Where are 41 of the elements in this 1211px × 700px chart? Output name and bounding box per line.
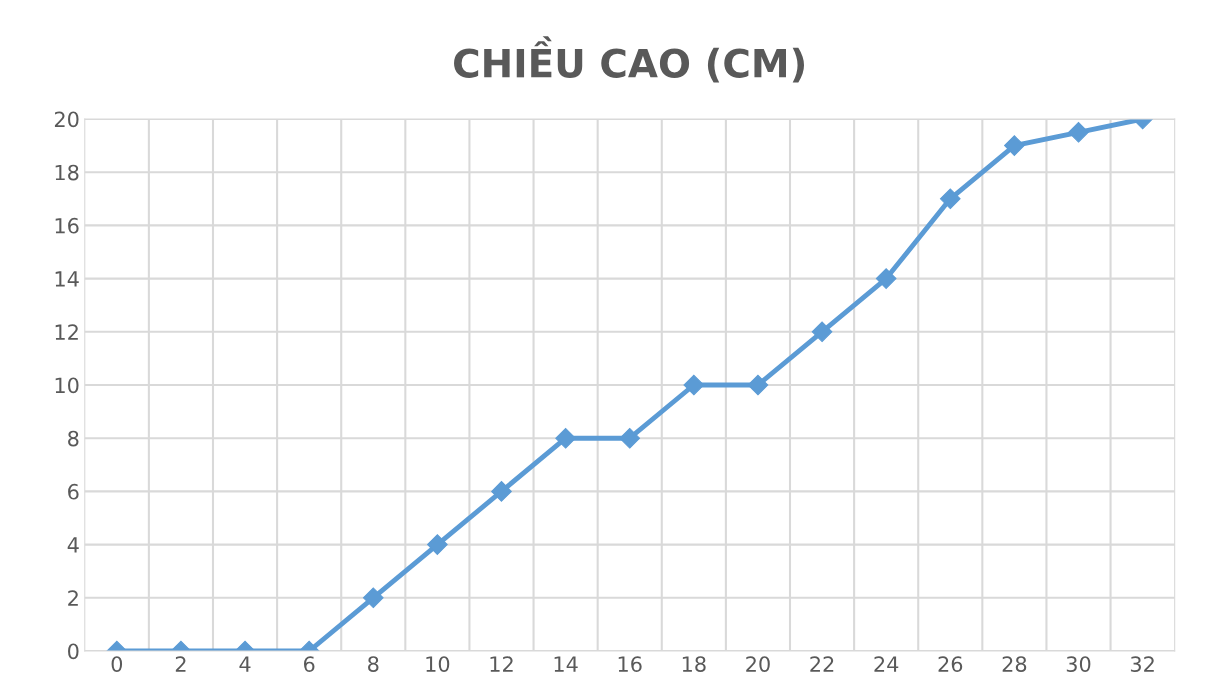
point [427,534,448,555]
x-tick-label: 4 [239,656,251,672]
point [362,587,384,609]
x-tick-label: 2 [175,656,186,672]
point [555,427,576,449]
point [1068,121,1089,143]
x-tick-label: 26 [938,656,963,672]
x-tick-label: 8 [368,656,379,672]
y-tick-label: 20 [54,111,79,128]
x-tick-label: 32 [1130,656,1154,672]
y-tick-label: 12 [55,324,78,340]
x-tick-label: 16 [618,656,642,672]
x-tick-label: 12 [490,656,513,672]
x-tick-label: 10 [426,656,450,672]
x-tick-label: 20 [746,656,770,672]
y-tick-label: 6 [68,483,79,500]
y-tick-label: 0 [68,643,79,660]
point [683,374,705,396]
point [875,268,897,289]
point [619,427,641,449]
x-tick-label: 28 [1002,656,1027,672]
x-tick-label: 22 [810,656,834,672]
x-tick-label: 0 [111,656,123,672]
x-tick-label: 30 [1066,656,1091,672]
y-tick-label: 4 [67,537,79,553]
chart-title: CHIỀU CAO (CM) [454,36,805,83]
y-tick-label: 14 [55,271,79,287]
y-tick-label: 16 [55,217,79,234]
y-tick-label: 8 [68,430,79,447]
x-tick-label: 18 [682,656,706,672]
x-tick-label: 6 [303,656,315,672]
point [491,481,512,502]
point [1004,135,1025,156]
point [939,188,961,210]
x-tick-label: 14 [554,656,578,672]
y-tick-label: 2 [68,590,78,606]
point [747,374,769,396]
point [811,321,833,343]
y-tick-label: 18 [55,164,79,181]
x-tick-label: 24 [874,656,899,672]
y-tick-label: 10 [55,377,79,394]
